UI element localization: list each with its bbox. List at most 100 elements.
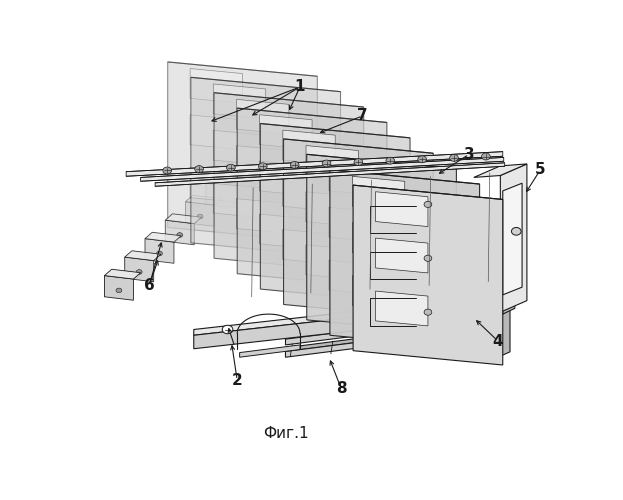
Circle shape — [222, 326, 233, 334]
Polygon shape — [168, 62, 317, 76]
Polygon shape — [353, 185, 503, 200]
Polygon shape — [190, 168, 242, 202]
Polygon shape — [307, 154, 457, 168]
Polygon shape — [260, 114, 312, 150]
Polygon shape — [503, 289, 515, 314]
Polygon shape — [283, 176, 335, 212]
Polygon shape — [353, 176, 405, 211]
Polygon shape — [206, 183, 235, 208]
Polygon shape — [306, 146, 358, 180]
Polygon shape — [240, 345, 300, 357]
Circle shape — [156, 251, 163, 256]
Polygon shape — [126, 152, 503, 176]
Polygon shape — [474, 164, 527, 177]
Text: Фиг.1: Фиг.1 — [263, 426, 308, 441]
Polygon shape — [226, 164, 255, 190]
Circle shape — [424, 255, 432, 262]
Polygon shape — [283, 139, 433, 319]
Polygon shape — [237, 198, 289, 234]
Circle shape — [424, 202, 432, 207]
Polygon shape — [283, 139, 433, 153]
Circle shape — [418, 156, 427, 163]
Polygon shape — [285, 324, 498, 357]
Circle shape — [386, 157, 394, 164]
Circle shape — [177, 232, 183, 237]
Polygon shape — [329, 161, 381, 196]
Polygon shape — [260, 214, 312, 249]
Polygon shape — [214, 92, 364, 107]
Circle shape — [424, 309, 432, 316]
Polygon shape — [214, 92, 364, 272]
Polygon shape — [191, 78, 341, 92]
Text: 2: 2 — [232, 373, 242, 388]
Polygon shape — [191, 78, 341, 257]
Polygon shape — [306, 245, 358, 280]
Polygon shape — [206, 177, 242, 186]
Circle shape — [227, 164, 235, 171]
Polygon shape — [125, 251, 161, 260]
Polygon shape — [246, 146, 275, 171]
Polygon shape — [145, 232, 181, 242]
Polygon shape — [376, 291, 428, 326]
Circle shape — [259, 163, 267, 170]
Polygon shape — [190, 115, 242, 150]
Polygon shape — [194, 300, 503, 349]
Text: 5: 5 — [535, 162, 546, 177]
Polygon shape — [141, 158, 504, 182]
Polygon shape — [260, 161, 312, 196]
Polygon shape — [307, 154, 457, 334]
Circle shape — [450, 154, 459, 162]
Polygon shape — [500, 164, 527, 312]
Circle shape — [116, 288, 122, 292]
Text: 8: 8 — [336, 380, 346, 396]
Polygon shape — [260, 124, 410, 138]
Polygon shape — [376, 238, 428, 273]
Polygon shape — [125, 257, 154, 282]
Polygon shape — [283, 230, 335, 264]
Polygon shape — [168, 62, 317, 242]
Polygon shape — [165, 214, 201, 224]
Polygon shape — [226, 158, 262, 168]
Polygon shape — [329, 260, 381, 295]
Polygon shape — [306, 192, 358, 226]
Polygon shape — [376, 192, 428, 226]
Polygon shape — [194, 295, 503, 336]
Polygon shape — [213, 184, 265, 218]
Polygon shape — [237, 100, 289, 134]
Circle shape — [511, 228, 521, 235]
Circle shape — [482, 153, 490, 160]
Polygon shape — [498, 306, 510, 357]
Text: 6: 6 — [144, 278, 155, 292]
Polygon shape — [329, 208, 381, 242]
Polygon shape — [145, 238, 174, 264]
Polygon shape — [237, 108, 387, 122]
Circle shape — [195, 166, 203, 172]
Polygon shape — [105, 269, 141, 279]
Polygon shape — [186, 202, 214, 226]
Polygon shape — [190, 68, 242, 104]
Circle shape — [354, 158, 363, 166]
Polygon shape — [285, 312, 498, 345]
Circle shape — [290, 162, 299, 168]
Polygon shape — [213, 130, 265, 165]
Polygon shape — [213, 84, 265, 119]
Polygon shape — [165, 220, 194, 245]
Polygon shape — [246, 140, 283, 149]
Polygon shape — [283, 130, 335, 165]
Circle shape — [322, 160, 331, 167]
Polygon shape — [353, 276, 405, 310]
Polygon shape — [330, 170, 480, 184]
Circle shape — [217, 196, 223, 200]
Polygon shape — [186, 196, 222, 205]
Text: 7: 7 — [358, 108, 368, 124]
Text: 1: 1 — [295, 80, 305, 94]
Polygon shape — [105, 276, 133, 300]
Circle shape — [238, 177, 244, 182]
Circle shape — [197, 214, 203, 219]
Circle shape — [163, 167, 171, 174]
Circle shape — [136, 270, 142, 274]
Text: 4: 4 — [493, 334, 503, 348]
Polygon shape — [293, 320, 500, 350]
Polygon shape — [237, 108, 387, 288]
Polygon shape — [237, 146, 289, 180]
